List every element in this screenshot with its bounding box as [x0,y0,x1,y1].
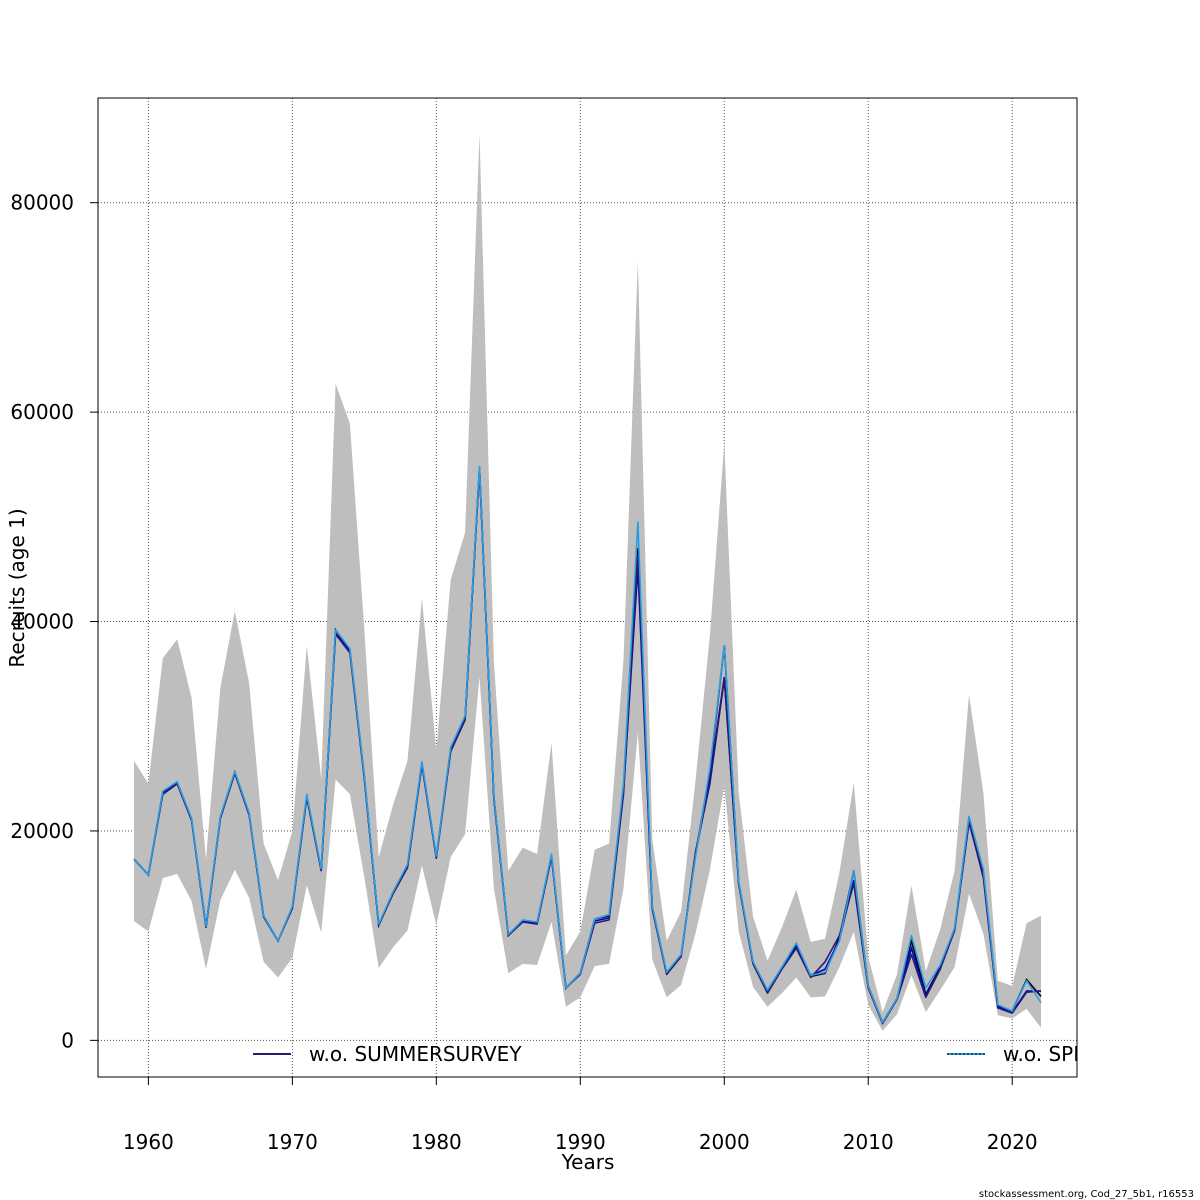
legend-label: w.o. SPF [1003,1042,1085,1066]
y-tick-label: 20000 [10,819,74,843]
x-tick-label: 2020 [987,1130,1038,1154]
grid-lines [98,98,1077,1077]
y-tick-label: 60000 [10,400,74,424]
series-line-1 [133,465,1042,1024]
y-axis: 0 20000 40000 60000 80000 [10,191,98,1052]
legend: w.o. SUMMERSURVEY w.o. SPF [253,1042,1085,1066]
y-axis-title: Recruits (age 1) [5,508,29,667]
y-tick-label: 80000 [10,191,74,215]
credit-text: stockassessment.org, Cod_27_5b1, r16553 [979,1189,1194,1200]
series-layer [133,465,1042,1025]
legend-item-0: w.o. SUMMERSURVEY [253,1042,522,1066]
x-axis-title: Years [561,1150,615,1174]
legend-label: w.o. SUMMERSURVEY [309,1042,522,1066]
x-tick-label: 1970 [267,1130,318,1154]
x-tick-label: 1960 [123,1130,174,1154]
x-tick-label: 2010 [843,1130,894,1154]
y-tick-label: 40000 [10,610,74,634]
y-tick-label: 0 [61,1028,74,1052]
x-tick-label: 1980 [411,1130,462,1154]
x-tick-label: 2000 [699,1130,750,1154]
x-tick-label: 1990 [555,1130,606,1154]
confidence-band [134,133,1041,1031]
confidence-band-layer [134,133,1041,1031]
legend-item-1: w.o. SPF [947,1042,1085,1066]
x-axis: 1960 1970 1980 1990 2000 2010 2020 [123,1077,1038,1154]
plot-frame [97,97,1078,1078]
